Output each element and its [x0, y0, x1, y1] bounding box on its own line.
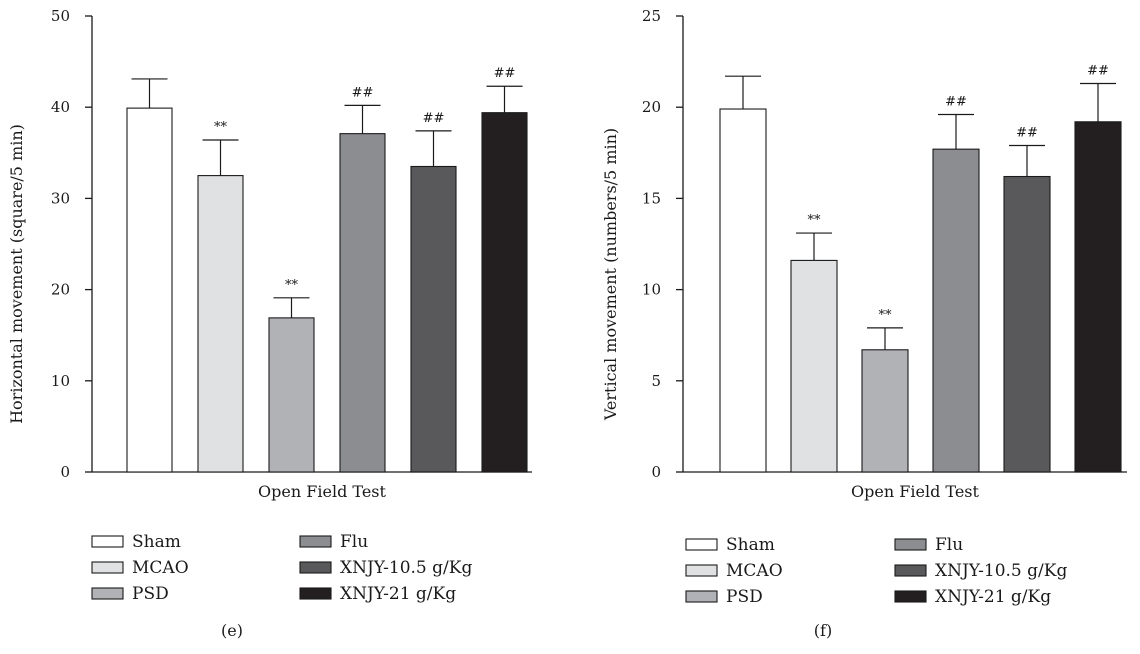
legend-swatch — [91, 587, 124, 600]
y-tick-label: 40 — [51, 98, 70, 116]
significance-label: ## — [1016, 126, 1038, 141]
legend-swatch — [685, 590, 718, 603]
y-tick-label: 20 — [51, 281, 70, 299]
legend-swatch — [299, 535, 332, 548]
bar-0 — [719, 108, 767, 473]
bar-4 — [1003, 175, 1051, 473]
chart-panel-e: 0 10 20 30 40 50 ** ** ## ## ## Open Field Test Hori… — [7, 7, 532, 640]
legend-label: Flu — [935, 535, 963, 555]
panel-label: (f) — [814, 621, 832, 640]
significance-label: ** — [879, 308, 893, 323]
y-tick-label: 5 — [651, 372, 661, 390]
y-tick-label: 20 — [642, 98, 661, 116]
significance-label: ## — [423, 111, 445, 126]
significance-label: ** — [285, 278, 299, 293]
y-tick-label: 0 — [60, 463, 70, 481]
x-axis-title: Open Field Test — [258, 482, 386, 501]
y-tick-label: 10 — [51, 372, 70, 390]
legend-swatch — [91, 535, 124, 548]
significance-label: ** — [808, 213, 822, 228]
y-tick-label: 25 — [642, 7, 661, 25]
legend-swatch — [299, 561, 332, 574]
legend-label: XNJY-10.5 g/Kg — [935, 561, 1067, 581]
x-axis-title: Open Field Test — [851, 482, 979, 501]
legend-label: Sham — [726, 535, 775, 555]
y-tick-label: 30 — [51, 189, 70, 207]
legend-swatch — [685, 538, 718, 551]
bar-2 — [268, 317, 315, 473]
legend-label: MCAO — [726, 561, 783, 581]
legend-swatch — [894, 590, 927, 603]
y-tick-label: 15 — [642, 189, 661, 207]
legend-label: XNJY-10.5 g/Kg — [340, 558, 472, 578]
legend-label: PSD — [726, 587, 763, 607]
legend-label: XNJY-21 g/Kg — [340, 584, 456, 604]
bar-5 — [1074, 121, 1122, 473]
bar-4 — [410, 165, 457, 473]
chart-panel-f: 0 5 10 15 20 25 ** ** ## ## ## Open Field Test Verti… — [601, 7, 1127, 640]
y-tick-label: 10 — [642, 281, 661, 299]
significance-label: ## — [494, 66, 516, 81]
y-tick-label: 0 — [651, 463, 661, 481]
bar-3 — [339, 133, 386, 473]
y-axis-title: Vertical movement (numbers/5 min) — [601, 128, 620, 421]
significance-label: ## — [352, 85, 374, 100]
bar-1 — [790, 259, 838, 473]
legend-swatch — [685, 564, 718, 577]
significance-label: ** — [214, 120, 228, 135]
legend-label: MCAO — [132, 558, 189, 578]
bar-2 — [861, 349, 909, 473]
legend: Sham MCAO PSD Flu XNJY-10.5 g/Kg XNJY-21 g/Kg — [91, 532, 472, 604]
bar-5 — [481, 112, 528, 473]
legend-swatch — [894, 538, 927, 551]
y-tick-label: 50 — [51, 7, 70, 25]
legend-label: PSD — [132, 584, 169, 604]
legend-label: Sham — [132, 532, 181, 552]
bar-1 — [197, 175, 244, 473]
panel-label: (e) — [221, 621, 243, 640]
y-axis-title: Horizontal movement (square/5 min) — [7, 124, 26, 424]
legend-swatch — [299, 587, 332, 600]
legend: Sham MCAO PSD Flu XNJY-10.5 g/Kg XNJY-21 g/Kg — [685, 535, 1067, 607]
bar-0 — [126, 107, 173, 473]
legend-label: Flu — [340, 532, 368, 552]
legend-swatch — [894, 564, 927, 577]
legend-swatch — [91, 561, 124, 574]
significance-label: ## — [945, 94, 967, 109]
bar-3 — [932, 148, 980, 473]
significance-label: ## — [1087, 63, 1109, 78]
legend-label: XNJY-21 g/Kg — [935, 587, 1051, 607]
